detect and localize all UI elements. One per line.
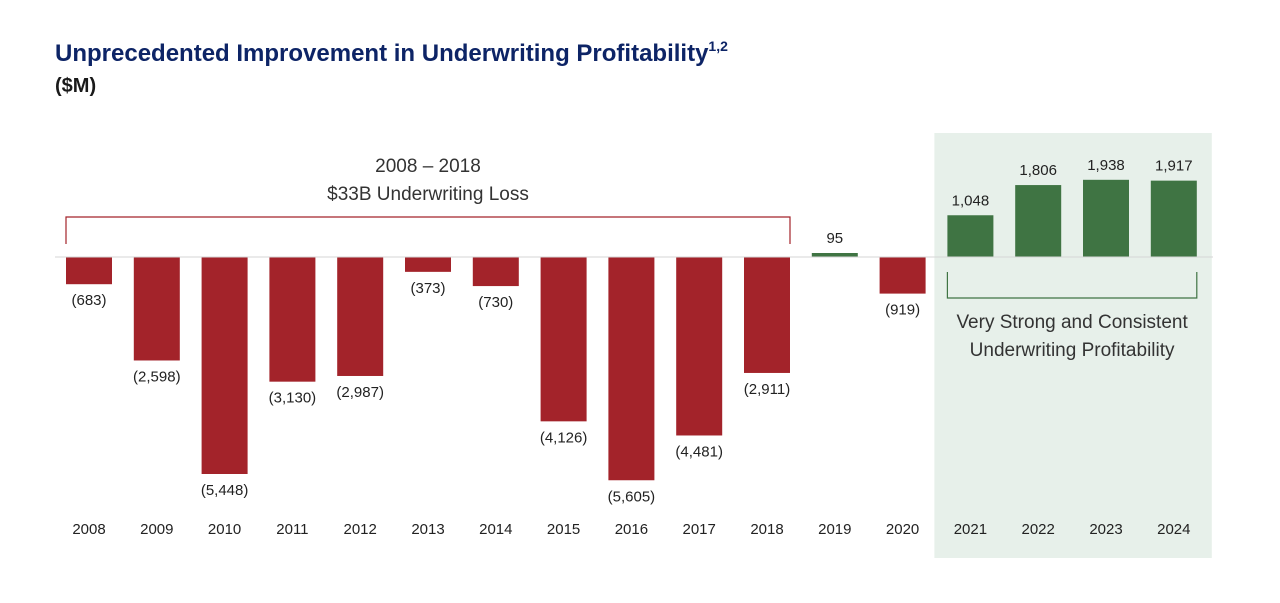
data-label-2015: (4,126) [540, 429, 588, 446]
data-label-2023: 1,938 [1087, 157, 1125, 174]
bar-2022 [1015, 185, 1062, 257]
bar-2021 [947, 215, 994, 257]
bar-2010 [201, 257, 248, 474]
data-label-2020: (919) [885, 302, 920, 319]
bar-2012 [337, 257, 384, 376]
data-label-2017: (4,481) [675, 443, 723, 460]
x-tick-2015: 2015 [547, 521, 580, 538]
chart-title-text: Unprecedented Improvement in Underwritin… [55, 40, 709, 67]
data-label-2009: (2,598) [133, 368, 181, 385]
data-label-2024: 1,917 [1155, 158, 1193, 175]
x-tick-2012: 2012 [344, 521, 377, 538]
data-label-2011: (3,130) [269, 390, 317, 407]
bar-2017 [676, 257, 723, 436]
data-label-2013: (373) [410, 280, 445, 297]
data-label-2016: (5,605) [608, 488, 656, 505]
bar-2011 [269, 257, 316, 382]
x-tick-2022: 2022 [1022, 521, 1055, 538]
chart-title: Unprecedented Improvement in Underwritin… [55, 38, 728, 68]
data-label-2014: (730) [478, 294, 513, 311]
bar-2013 [405, 257, 451, 272]
bar-2016 [608, 257, 655, 481]
loss-period-bracket [65, 216, 791, 244]
x-tick-2017: 2017 [683, 521, 716, 538]
data-label-2012: (2,987) [336, 384, 384, 401]
bar-2020 [879, 257, 926, 294]
x-tick-2018: 2018 [750, 521, 783, 538]
bar-2023 [1083, 179, 1129, 257]
data-labels-group: (683) (2,598) (5,448) (3,130) (2,987) (373) (7… [71, 157, 1192, 505]
x-tick-2009: 2009 [140, 521, 173, 538]
x-tick-2010: 2010 [208, 521, 241, 538]
x-tick-2008: 2008 [72, 521, 105, 538]
x-tick-2011: 2011 [276, 521, 308, 538]
loss-period-label-line2: $33B Underwriting Loss [327, 184, 529, 205]
x-tick-2014: 2014 [479, 521, 512, 538]
data-label-2022: 1,806 [1019, 162, 1057, 179]
bar-2018 [744, 257, 790, 373]
x-tick-2021: 2021 [954, 521, 987, 538]
bar-2014 [472, 257, 519, 287]
bar-2015 [540, 257, 587, 422]
data-label-2008: (683) [71, 292, 106, 309]
data-label-2010: (5,448) [201, 482, 249, 499]
profit-period-label-line2: Underwriting Profitability [970, 340, 1175, 361]
title-footnote-marker: 1,2 [708, 38, 728, 54]
data-label-2019: 95 [826, 230, 843, 247]
profit-period-bracket [946, 272, 1198, 299]
x-tick-2013: 2013 [411, 521, 444, 538]
chart-subtitle: ($M) [55, 75, 97, 97]
bar-2008 [66, 257, 112, 285]
x-tick-2019: 2019 [818, 521, 851, 538]
bar-2019 [811, 253, 858, 257]
x-tick-labels-group: 2008 2009 2010 2011 2012 2013 2014 2015 2016 2017… [72, 521, 1190, 538]
profit-period-label-line1: Very Strong and Consistent [956, 312, 1188, 333]
x-tick-2016: 2016 [615, 521, 648, 538]
x-tick-2024: 2024 [1157, 521, 1190, 538]
bar-2024 [1150, 180, 1197, 257]
loss-period-label-line1: 2008 – 2018 [375, 156, 481, 177]
bar-2009 [133, 257, 180, 361]
bars-group [66, 179, 1197, 481]
data-label-2018: (2,911) [744, 381, 790, 398]
x-tick-2023: 2023 [1089, 521, 1122, 538]
x-tick-2020: 2020 [886, 521, 919, 538]
data-label-2021: 1,048 [952, 192, 990, 209]
